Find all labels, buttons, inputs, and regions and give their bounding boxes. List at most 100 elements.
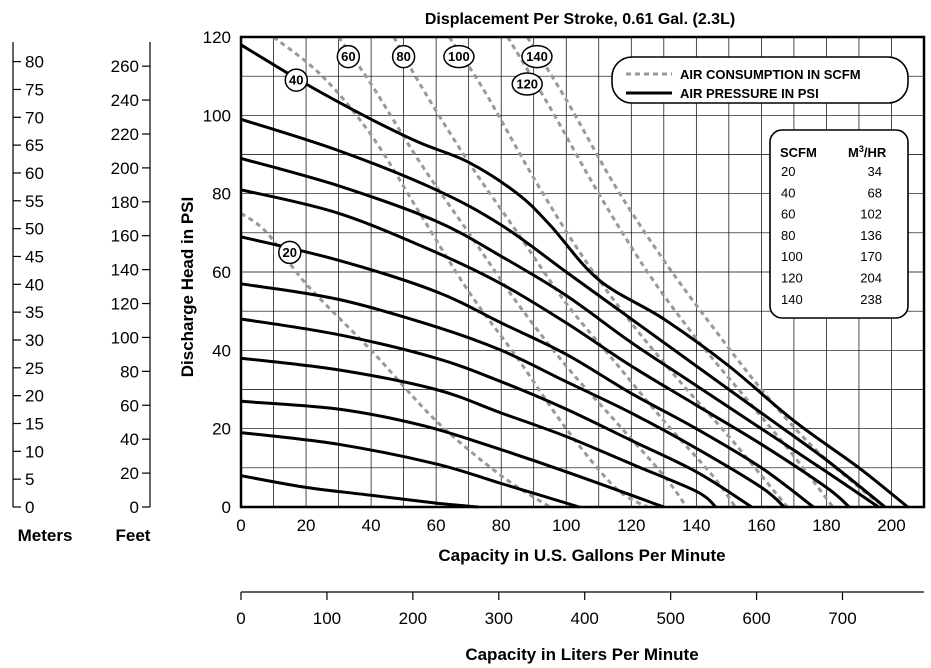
meters-tick-label: 20 [25, 387, 44, 406]
meters-tick-label: 45 [25, 247, 44, 266]
table-m3hr-value: 170 [860, 249, 882, 264]
y-tick-label: 100 [203, 106, 231, 125]
meters-tick-label: 50 [25, 220, 44, 239]
scfm-label-20: 20 [283, 245, 297, 260]
air-consumption-curve-40 [272, 35, 649, 509]
air-pressure-curve [240, 399, 665, 509]
meters-axis-label: Meters [18, 526, 73, 545]
liters-tick-label: 200 [399, 609, 427, 628]
liters-tick-label: 400 [571, 609, 599, 628]
feet-tick-label: 120 [111, 295, 139, 314]
feet-tick-label: 200 [111, 159, 139, 178]
feet-tick-label: 20 [120, 464, 139, 483]
air-pressure-curve [240, 356, 717, 509]
liters-tick-label: 500 [656, 609, 684, 628]
air-pressure-curve [240, 188, 851, 509]
conversion-table-box [769, 129, 909, 319]
y-tick-label: 0 [222, 498, 231, 517]
y-tick-label: 40 [212, 341, 231, 360]
x-tick-label: 60 [427, 516, 446, 535]
feet-tick-label: 140 [111, 261, 139, 280]
feet-axis-label: Feet [116, 526, 151, 545]
x-tick-label: 80 [492, 516, 511, 535]
air-pressure-curve [240, 43, 909, 509]
feet-tick-label: 60 [120, 396, 139, 415]
air-pressure-curve [240, 317, 753, 509]
scfm-curve-labels: 20 40 60 80 100 120 140 [278, 44, 553, 265]
meters-axis-ticks: 0 5 10 15 20 25 30 35 40 45 50 55 60 65 70 75 80 [13, 53, 44, 517]
liters-axis-ticks: 0 100 200 300 400 500 600 700 [236, 592, 857, 628]
x-tick-label: 200 [877, 516, 905, 535]
scfm-label-60: 60 [341, 49, 355, 64]
liters-axis-label: Capacity in Liters Per Minute [465, 645, 698, 664]
x-tick-label: 100 [552, 516, 580, 535]
air-pressure-curve [240, 431, 580, 509]
meters-tick-label: 65 [25, 136, 44, 155]
meters-tick-label: 10 [25, 442, 44, 461]
feet-tick-label: 40 [120, 430, 139, 449]
liters-tick-label: 700 [828, 609, 856, 628]
scfm-label-badge [278, 240, 302, 265]
feet-tick-label: 240 [111, 91, 139, 110]
scfm-label-badge [511, 72, 543, 96]
x-tick-label: 20 [297, 516, 316, 535]
table-scfm-value: 140 [781, 292, 803, 307]
table-m3hr-value: 68 [868, 185, 882, 200]
y-axis-ticks: 0 20 40 60 80 100 120 [203, 28, 231, 517]
scfm-label-badge [284, 68, 309, 92]
scfm-label-badge [336, 44, 361, 69]
feet-tick-label: 80 [120, 362, 139, 381]
liters-tick-label: 600 [742, 609, 770, 628]
air-consumption-curve-20 [240, 212, 551, 509]
air-pressure-curve [240, 474, 479, 509]
meters-tick-label: 80 [25, 53, 44, 72]
feet-tick-label: 260 [111, 57, 139, 76]
x-tick-label: 180 [812, 516, 840, 535]
air-consumption-curve-60 [337, 36, 688, 508]
table-scfm-value: 120 [781, 271, 803, 286]
y-tick-label: 120 [203, 28, 231, 47]
meters-tick-label: 60 [25, 164, 44, 183]
x-tick-label: 0 [236, 516, 245, 535]
x-axis-ticks: 0 20 40 60 80 100 120 140 160 180 200 [236, 516, 905, 535]
feet-tick-label: 100 [111, 328, 139, 347]
x-tick-label: 140 [682, 516, 710, 535]
legend-air-pressure: AIR PRESSURE IN PSI [680, 86, 819, 101]
table-scfm-value: 100 [781, 249, 803, 264]
legend-air-consumption: AIR CONSUMPTION IN SCFM [680, 67, 861, 82]
meters-tick-label: 0 [25, 498, 34, 517]
feet-tick-label: 220 [111, 125, 139, 144]
table-header-m3hr: M3/HR [848, 144, 887, 160]
liters-tick-label: 0 [236, 609, 245, 628]
table-header-scfm: SCFM [780, 145, 817, 160]
table-m3hr-value: 34 [868, 164, 882, 179]
air-pressure-curve [240, 156, 880, 509]
table-scfm-value: 40 [781, 185, 795, 200]
feet-tick-label: 160 [111, 227, 139, 246]
liters-tick-label: 300 [485, 609, 513, 628]
meters-tick-label: 70 [25, 108, 44, 127]
legend: AIR CONSUMPTION IN SCFM AIR PRESSURE IN … [611, 56, 909, 104]
air-pressure-curve [240, 117, 886, 509]
table-scfm-value: 60 [781, 207, 795, 222]
feet-axis-ticks: 0 20 40 60 80 100 120 140 160 180 200 220 240 260 [111, 57, 150, 517]
scfm-label-40: 40 [289, 73, 303, 88]
y-axis-label: Discharge Head in PSI [178, 197, 197, 377]
table-m3hr-value: 136 [860, 228, 882, 243]
legend-box [611, 56, 909, 104]
plot-frame [239, 35, 926, 509]
y-tick-label: 20 [212, 420, 231, 439]
y-tick-label: 60 [212, 263, 231, 282]
meters-tick-label: 30 [25, 331, 44, 350]
scfm-label-badge [391, 44, 416, 69]
scfm-label-140: 140 [526, 49, 548, 64]
scfm-label-badge [443, 44, 475, 69]
meters-tick-label: 15 [25, 414, 44, 433]
y-tick-label: 80 [212, 185, 231, 204]
meters-tick-label: 25 [25, 359, 44, 378]
feet-tick-label: 0 [130, 498, 139, 517]
scfm-label-badge [521, 44, 553, 69]
scfm-label-80: 80 [396, 49, 410, 64]
